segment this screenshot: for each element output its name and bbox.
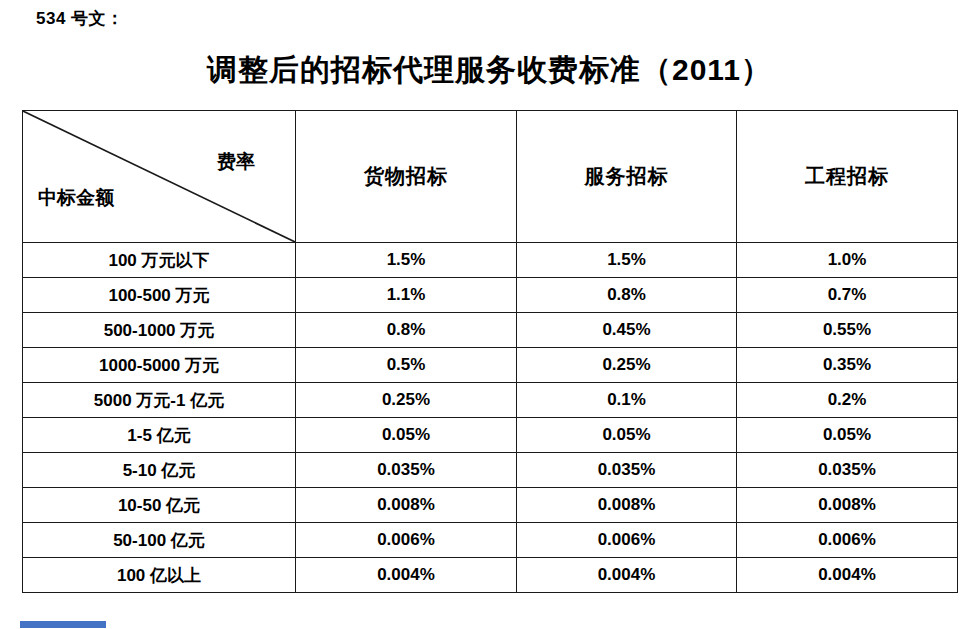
rate-cell: 0.2% — [737, 383, 958, 418]
rate-cell: 0.7% — [737, 278, 958, 313]
rate-cell: 0.004% — [296, 558, 517, 593]
corner-label-rate: 费率 — [217, 149, 255, 175]
table-body: 100 万元以下1.5%1.5%1.0%100-500 万元1.1%0.8%0.… — [23, 243, 958, 593]
rate-cell: 1.1% — [296, 278, 517, 313]
table-row: 10-50 亿元0.008%0.008%0.008% — [23, 488, 958, 523]
table-row: 100-500 万元1.1%0.8%0.7% — [23, 278, 958, 313]
diagonal-line — [23, 111, 295, 242]
corner-wrap: 费率 中标金额 — [23, 111, 295, 242]
rate-cell: 0.5% — [296, 348, 517, 383]
corner-label-amount: 中标金额 — [38, 185, 114, 211]
table-row: 50-100 亿元0.006%0.006%0.006% — [23, 523, 958, 558]
amount-cell: 100-500 万元 — [23, 278, 296, 313]
rate-cell: 0.45% — [517, 313, 737, 348]
table-row: 100 万元以下1.5%1.5%1.0% — [23, 243, 958, 278]
column-header-service: 服务招标 — [517, 111, 737, 243]
rate-cell: 1.0% — [737, 243, 958, 278]
header-row: 费率 中标金额 货物招标 服务招标 工程招标 — [23, 111, 958, 243]
rate-cell: 0.25% — [296, 383, 517, 418]
table-row: 5000 万元-1 亿元0.25%0.1%0.2% — [23, 383, 958, 418]
table-row: 1-5 亿元0.05%0.05%0.05% — [23, 418, 958, 453]
table-row: 100 亿以上0.004%0.004%0.004% — [23, 558, 958, 593]
column-header-engineering: 工程招标 — [737, 111, 958, 243]
amount-cell: 1000-5000 万元 — [23, 348, 296, 383]
rate-cell: 0.008% — [296, 488, 517, 523]
amount-cell: 50-100 亿元 — [23, 523, 296, 558]
rate-cell: 0.004% — [737, 558, 958, 593]
rate-cell: 0.035% — [296, 453, 517, 488]
rate-cell: 0.05% — [517, 418, 737, 453]
rate-cell: 0.006% — [296, 523, 517, 558]
table-row: 500-1000 万元0.8%0.45%0.55% — [23, 313, 958, 348]
rate-cell: 0.035% — [517, 453, 737, 488]
rate-cell: 0.8% — [517, 278, 737, 313]
page-title: 调整后的招标代理服务收费标准（2011） — [0, 50, 979, 91]
rate-cell: 0.55% — [737, 313, 958, 348]
rate-cell: 0.008% — [517, 488, 737, 523]
amount-cell: 100 万元以下 — [23, 243, 296, 278]
rate-cell: 0.008% — [737, 488, 958, 523]
fee-table: 费率 中标金额 货物招标 服务招标 工程招标 100 万元以下1.5%1.5%1… — [22, 110, 958, 593]
amount-cell: 500-1000 万元 — [23, 313, 296, 348]
doc-number-label: 534 号文： — [36, 7, 124, 30]
rate-cell: 0.35% — [737, 348, 958, 383]
amount-cell: 5-10 亿元 — [23, 453, 296, 488]
rate-cell: 0.006% — [517, 523, 737, 558]
amount-cell: 10-50 亿元 — [23, 488, 296, 523]
amount-cell: 100 亿以上 — [23, 558, 296, 593]
rate-cell: 0.8% — [296, 313, 517, 348]
table-row: 5-10 亿元0.035%0.035%0.035% — [23, 453, 958, 488]
blue-marker-bar — [20, 621, 106, 628]
rate-cell: 0.035% — [737, 453, 958, 488]
rate-cell: 0.25% — [517, 348, 737, 383]
rate-cell: 0.05% — [296, 418, 517, 453]
column-header-goods: 货物招标 — [296, 111, 517, 243]
amount-cell: 1-5 亿元 — [23, 418, 296, 453]
rate-cell: 0.004% — [517, 558, 737, 593]
rate-cell: 0.006% — [737, 523, 958, 558]
rate-cell: 1.5% — [517, 243, 737, 278]
corner-cell: 费率 中标金额 — [23, 111, 296, 243]
rate-cell: 1.5% — [296, 243, 517, 278]
rate-cell: 0.1% — [517, 383, 737, 418]
amount-cell: 5000 万元-1 亿元 — [23, 383, 296, 418]
table-row: 1000-5000 万元0.5%0.25%0.35% — [23, 348, 958, 383]
rate-cell: 0.05% — [737, 418, 958, 453]
